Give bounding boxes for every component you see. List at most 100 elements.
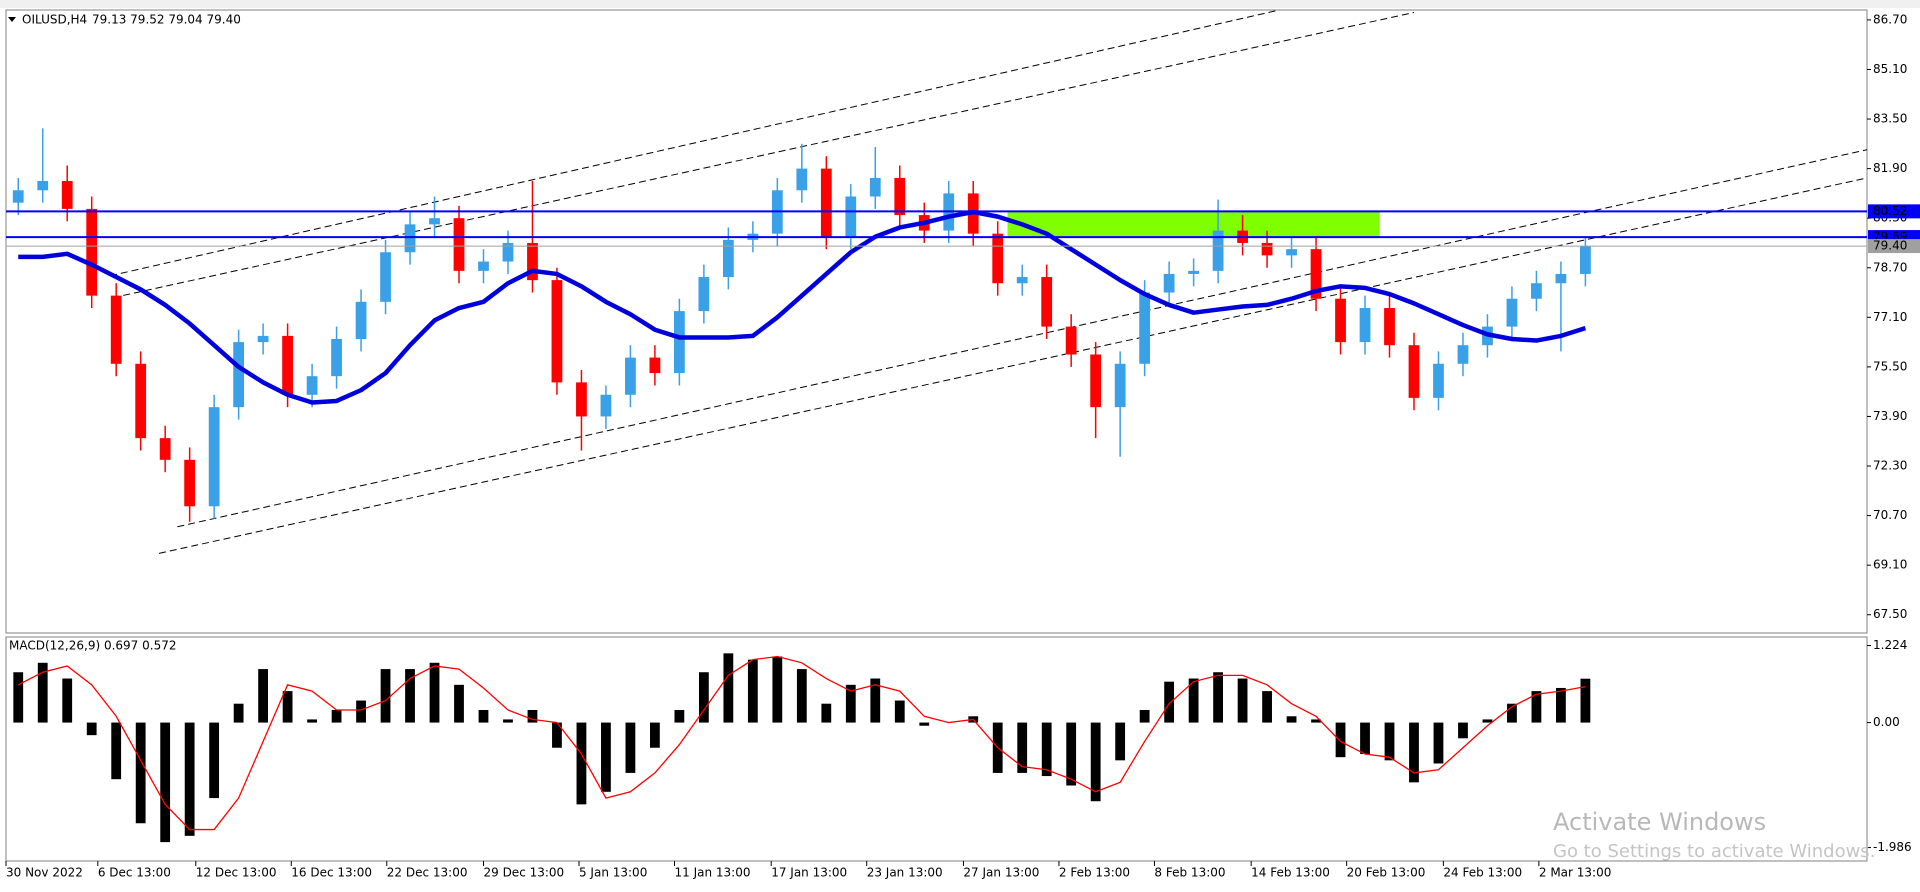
y-tick-label: 1.224 [1873, 638, 1907, 652]
x-tick-label: 2 Mar 13:00 [1539, 866, 1612, 880]
candle-body [110, 295, 122, 364]
level-label: 79.40 [1873, 239, 1907, 253]
macd-bar [62, 678, 73, 723]
macd-bar [1482, 719, 1493, 723]
macd-bar [307, 719, 317, 723]
candle-body [1531, 283, 1542, 299]
y-tick-label: 77.10 [1873, 310, 1907, 324]
candle-body [796, 168, 808, 191]
macd-bar [1433, 722, 1444, 764]
candle-body [429, 218, 440, 225]
candle-body [698, 277, 710, 312]
candle-body [306, 376, 318, 395]
macd-title: MACD(12,26,9) 0.697 0.572 [9, 639, 176, 653]
macd-bar [1580, 678, 1591, 723]
y-tick-label: 83.50 [1873, 112, 1907, 126]
x-tick-label: 20 Feb 13:00 [1347, 866, 1426, 880]
candle-body [12, 190, 24, 203]
level-label: 80.52 [1873, 204, 1907, 218]
candle-body [1580, 246, 1591, 274]
candle-body [1408, 345, 1420, 398]
macd-bar [1311, 719, 1321, 723]
macd-bar [650, 722, 660, 748]
macd-bar [1213, 672, 1223, 723]
symbol-title: OILUSD,H4 [22, 13, 87, 27]
candle-body [1310, 249, 1322, 299]
macd-bar [1188, 678, 1199, 723]
x-tick-label: 22 Dec 13:00 [387, 866, 468, 880]
macd-bar [1090, 722, 1101, 802]
plot-layer: 86.7085.1083.5081.9080.3078.7077.1075.50… [5, 9, 1920, 880]
macd-bar [1409, 722, 1419, 783]
candle-body [600, 394, 612, 417]
y-tick-label: 78.70 [1873, 260, 1907, 274]
candle-body [86, 208, 98, 296]
macd-bar [111, 722, 122, 780]
macd-bar [1507, 703, 1517, 723]
macd-bar [1384, 722, 1395, 761]
candle-body [233, 342, 245, 408]
candle-body [551, 280, 563, 383]
macd-bar [1164, 681, 1175, 723]
macd-bar [1139, 709, 1150, 723]
macd-bar [821, 703, 832, 723]
watermark-text: Go to Settings to activate Windows. [1553, 841, 1875, 862]
level-tag [1868, 239, 1920, 254]
channel-line [112, 11, 1415, 299]
candle-body [135, 363, 147, 439]
candle-body [404, 224, 416, 253]
signal-line [17, 655, 1586, 831]
ohlc-values: 79.13 79.52 79.04 79.40 [92, 13, 241, 27]
y-tick-label: 73.90 [1873, 409, 1907, 423]
candle-body [1139, 292, 1151, 364]
x-tick-label: 5 Jan 13:00 [579, 866, 647, 880]
macd-bar [625, 722, 636, 773]
x-tick-label: 30 Nov 2022 [6, 866, 83, 880]
candle-body [1188, 270, 1199, 274]
candle-body [894, 177, 906, 216]
candle-body [625, 357, 636, 395]
macd-bar [405, 669, 415, 723]
candle-body [478, 261, 489, 271]
level-tag [1868, 204, 1920, 219]
macd-bar [1458, 722, 1468, 739]
macd-bar [356, 700, 366, 723]
candle-body [649, 357, 661, 374]
candle-body [845, 196, 857, 237]
candle-body [1114, 363, 1126, 408]
macd-bar [527, 709, 538, 723]
candle-body [674, 311, 685, 374]
x-tick-label: 23 Jan 13:00 [867, 866, 943, 880]
candle-body [1433, 363, 1444, 398]
candle-body [380, 252, 391, 302]
y-tick-label: 86.70 [1873, 12, 1907, 26]
channel-line [109, 9, 1280, 277]
macd-bar [503, 719, 513, 723]
macd-bar [723, 653, 734, 723]
x-tick-label: 6 Dec 13:00 [98, 866, 171, 880]
channel-line [177, 149, 1868, 528]
candle-body [1261, 242, 1273, 256]
candle-body [1090, 354, 1102, 408]
candle-body [1286, 249, 1297, 256]
macd-bar [1531, 691, 1542, 723]
candle-body [992, 233, 1004, 284]
macd-bar [429, 662, 440, 723]
channel-line [158, 177, 1868, 554]
macd-bar [135, 722, 146, 824]
y-tick-label: 72.30 [1873, 459, 1907, 473]
macd-bar [1237, 678, 1248, 723]
candle-body [355, 301, 367, 340]
candle-body [576, 382, 587, 417]
y-tick-label: 0.00 [1873, 715, 1900, 729]
macd-panel [5, 636, 1868, 862]
macd-bar [184, 722, 195, 836]
y-tick-label: 69.10 [1873, 558, 1907, 572]
x-tick-label: 24 Feb 13:00 [1443, 866, 1522, 880]
y-tick-label: 70.70 [1873, 508, 1907, 522]
macd-bar [1360, 722, 1370, 755]
x-tick-label: 16 Dec 13:00 [291, 866, 372, 880]
x-tick-label: 17 Jan 13:00 [771, 866, 847, 880]
candle-body [1359, 308, 1371, 343]
